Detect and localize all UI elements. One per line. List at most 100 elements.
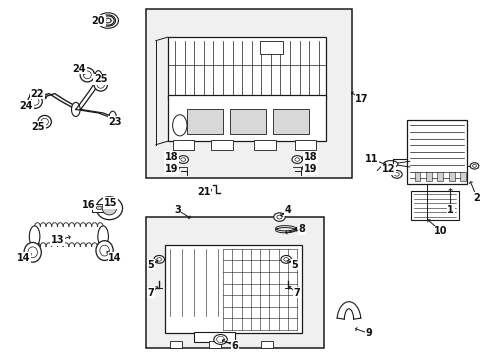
Ellipse shape bbox=[28, 247, 38, 258]
Bar bbox=[146, 9, 351, 178]
Bar bbox=[165, 245, 302, 333]
Text: 17: 17 bbox=[354, 94, 368, 104]
Text: 19: 19 bbox=[303, 165, 317, 174]
Text: 22: 22 bbox=[31, 89, 44, 99]
Text: 8: 8 bbox=[298, 224, 305, 234]
Ellipse shape bbox=[29, 91, 38, 107]
Circle shape bbox=[181, 158, 185, 161]
Text: 18: 18 bbox=[164, 152, 178, 162]
Circle shape bbox=[280, 256, 291, 263]
Ellipse shape bbox=[172, 115, 186, 136]
Bar bbox=[407, 120, 467, 184]
Bar bbox=[261, 341, 273, 348]
Text: 18: 18 bbox=[303, 152, 317, 162]
Ellipse shape bbox=[24, 242, 41, 262]
Ellipse shape bbox=[83, 71, 91, 79]
Text: 5: 5 bbox=[291, 260, 298, 270]
Bar bbox=[170, 341, 182, 348]
Bar bbox=[194, 332, 235, 342]
Circle shape bbox=[105, 18, 110, 23]
Circle shape bbox=[283, 258, 288, 261]
Circle shape bbox=[154, 256, 164, 263]
Bar bbox=[425, 172, 431, 181]
Ellipse shape bbox=[94, 71, 102, 85]
Ellipse shape bbox=[38, 116, 51, 128]
Bar bbox=[172, 140, 194, 150]
Text: 6: 6 bbox=[231, 341, 238, 351]
Text: 16: 16 bbox=[82, 200, 95, 210]
Ellipse shape bbox=[96, 241, 113, 260]
Bar bbox=[208, 341, 220, 348]
Bar bbox=[294, 140, 316, 150]
Bar bbox=[92, 204, 106, 212]
Circle shape bbox=[471, 165, 475, 167]
Circle shape bbox=[273, 213, 285, 221]
Text: 13: 13 bbox=[51, 235, 64, 245]
Circle shape bbox=[104, 18, 111, 23]
Ellipse shape bbox=[41, 118, 48, 125]
Ellipse shape bbox=[31, 98, 39, 105]
Bar bbox=[210, 140, 232, 150]
Text: 23: 23 bbox=[108, 117, 122, 127]
Bar bbox=[273, 109, 308, 134]
Ellipse shape bbox=[383, 161, 397, 168]
Ellipse shape bbox=[28, 94, 42, 108]
Text: 3: 3 bbox=[174, 205, 181, 215]
Text: 5: 5 bbox=[147, 260, 154, 270]
Text: 2: 2 bbox=[472, 193, 479, 203]
Ellipse shape bbox=[96, 197, 122, 220]
Text: 11: 11 bbox=[364, 154, 378, 164]
Polygon shape bbox=[216, 337, 224, 342]
Text: 19: 19 bbox=[164, 165, 178, 174]
Ellipse shape bbox=[96, 206, 102, 210]
Bar bbox=[259, 41, 283, 54]
Text: 7: 7 bbox=[147, 288, 154, 298]
Ellipse shape bbox=[29, 226, 40, 247]
Circle shape bbox=[178, 156, 188, 163]
Circle shape bbox=[276, 215, 282, 219]
Circle shape bbox=[391, 171, 401, 178]
Bar bbox=[167, 95, 325, 141]
Ellipse shape bbox=[102, 202, 116, 215]
Bar bbox=[410, 191, 458, 220]
Text: 12: 12 bbox=[381, 165, 394, 174]
Bar bbox=[448, 172, 453, 181]
Circle shape bbox=[97, 13, 118, 28]
Ellipse shape bbox=[100, 245, 109, 256]
Polygon shape bbox=[336, 302, 360, 319]
Text: 7: 7 bbox=[293, 288, 300, 298]
Text: 14: 14 bbox=[17, 253, 31, 262]
Text: 9: 9 bbox=[365, 328, 372, 338]
Text: 25: 25 bbox=[94, 75, 107, 85]
Text: 20: 20 bbox=[91, 15, 105, 26]
Circle shape bbox=[294, 158, 299, 161]
Bar bbox=[230, 109, 265, 134]
Bar bbox=[436, 172, 442, 181]
Ellipse shape bbox=[80, 68, 94, 82]
Bar bbox=[459, 172, 465, 181]
Bar bbox=[414, 172, 420, 181]
Text: 4: 4 bbox=[284, 205, 290, 215]
Circle shape bbox=[157, 258, 161, 261]
Ellipse shape bbox=[71, 102, 80, 117]
Circle shape bbox=[394, 172, 398, 176]
Circle shape bbox=[291, 156, 302, 163]
Text: 24: 24 bbox=[72, 64, 86, 74]
Text: 25: 25 bbox=[32, 122, 45, 132]
Ellipse shape bbox=[109, 111, 116, 125]
Ellipse shape bbox=[98, 226, 108, 247]
Circle shape bbox=[100, 15, 115, 26]
Text: 1: 1 bbox=[446, 205, 453, 215]
Text: 10: 10 bbox=[433, 226, 447, 236]
Text: 14: 14 bbox=[108, 253, 122, 262]
Bar bbox=[167, 37, 325, 99]
Circle shape bbox=[469, 163, 478, 169]
Text: 21: 21 bbox=[197, 187, 210, 197]
Text: 15: 15 bbox=[103, 198, 117, 208]
Bar bbox=[254, 140, 275, 150]
Bar bbox=[186, 109, 223, 134]
Circle shape bbox=[213, 334, 227, 345]
Circle shape bbox=[102, 16, 114, 25]
Bar bbox=[146, 217, 323, 348]
Text: 24: 24 bbox=[20, 101, 33, 111]
